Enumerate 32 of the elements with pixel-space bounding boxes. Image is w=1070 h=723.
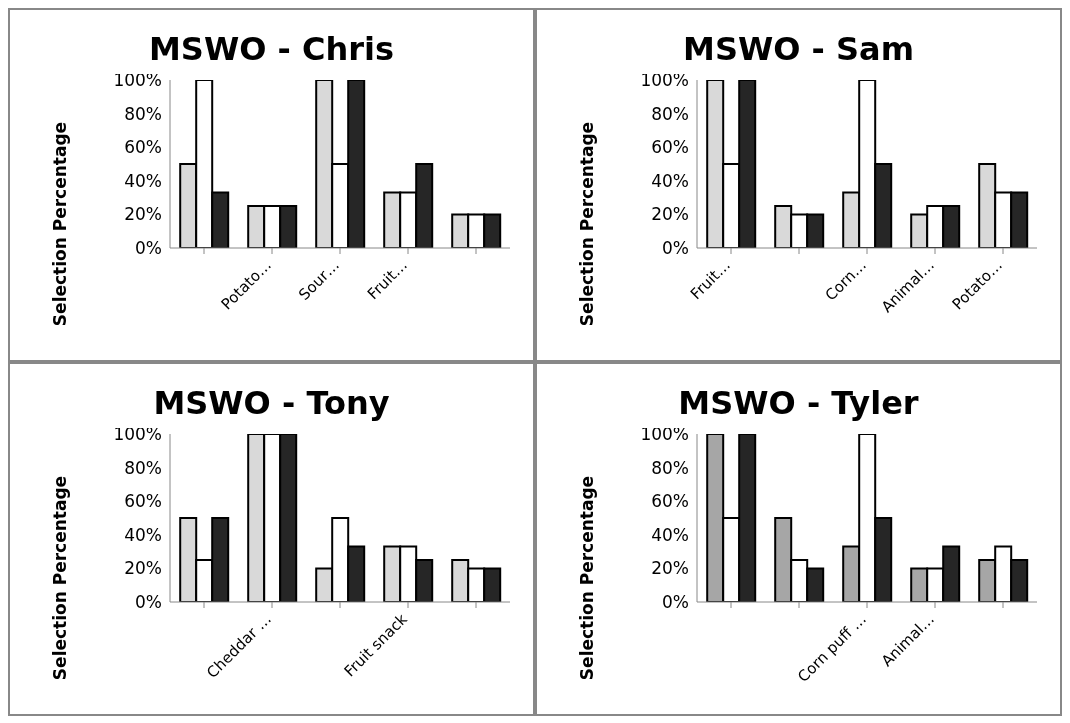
y-tick-label: 0% <box>662 592 689 613</box>
y-axis-title: Selection Percentage <box>577 121 598 327</box>
y-tick-label: 60% <box>651 137 689 158</box>
y-axis-title: Selection Percentage <box>50 475 71 681</box>
chart-title: MSWO - Chris <box>148 30 394 68</box>
chart-title: MSWO - Tony <box>153 384 390 422</box>
y-tick-label: 40% <box>124 170 162 191</box>
y-tick-label: 0% <box>135 238 162 259</box>
y-tick-label: 20% <box>651 558 689 579</box>
y-tick-label: 40% <box>651 170 689 191</box>
y-tick-label: 80% <box>651 103 689 124</box>
y-tick-label: 100% <box>113 70 162 91</box>
y-tick-label: 80% <box>651 457 689 478</box>
y-tick-label: 0% <box>135 592 162 613</box>
y-tick-label: 60% <box>124 137 162 158</box>
y-tick-label: 80% <box>124 103 162 124</box>
y-tick-label: 40% <box>124 524 162 545</box>
y-tick-label: 100% <box>113 424 162 445</box>
chart-title: MSWO - Tyler <box>678 384 919 422</box>
y-tick-label: 40% <box>651 524 689 545</box>
y-axis-title: Selection Percentage <box>50 121 71 327</box>
y-tick-label: 60% <box>124 491 162 512</box>
y-tick-label: 20% <box>651 204 689 225</box>
y-tick-label: 0% <box>662 238 689 259</box>
y-axis-title: Selection Percentage <box>577 475 598 681</box>
y-tick-label: 100% <box>640 424 689 445</box>
y-tick-label: 20% <box>124 558 162 579</box>
y-tick-label: 100% <box>640 70 689 91</box>
y-tick-label: 80% <box>124 457 162 478</box>
chart-title: MSWO - Sam <box>683 30 914 68</box>
y-tick-label: 20% <box>124 204 162 225</box>
y-tick-label: 60% <box>651 491 689 512</box>
